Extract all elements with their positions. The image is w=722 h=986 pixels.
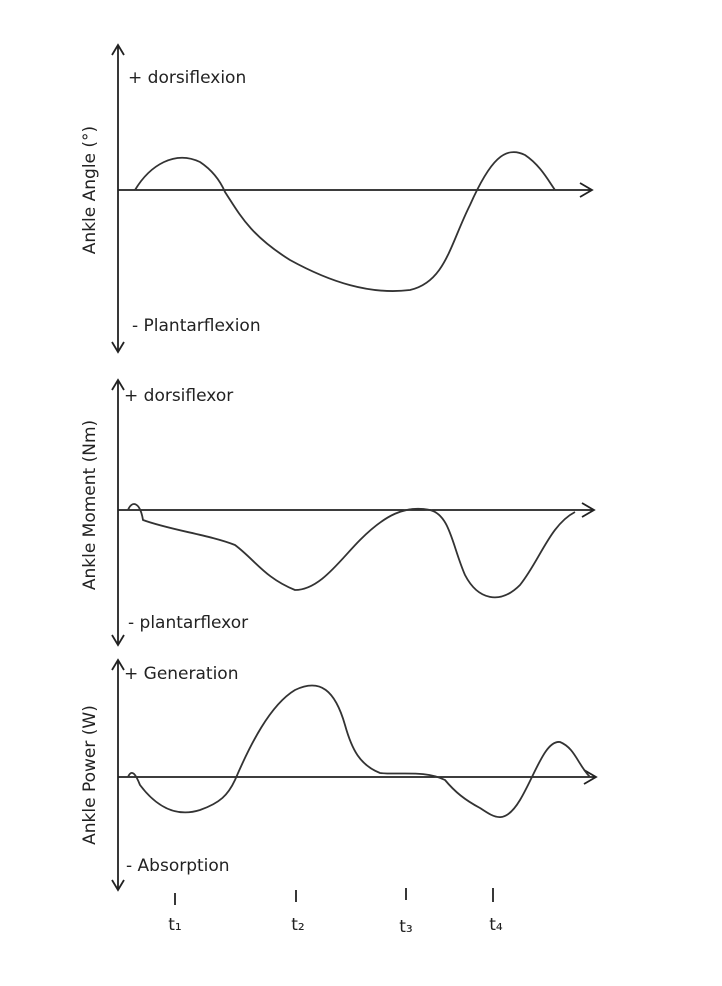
bottom-label: - Absorption [126, 856, 230, 876]
panel-moment: + dorsiflexor - plantarflexor Ankle Mome… [80, 378, 596, 647]
power-curve [127, 684, 591, 819]
bottom-label: - plantarflexor [128, 613, 248, 633]
axes [111, 378, 596, 647]
time-label: t₃ [399, 917, 412, 937]
top-label: + dorsiflexor [124, 386, 233, 406]
time-label: t₂ [291, 915, 304, 935]
time-label: t₄ [489, 915, 503, 935]
angle-curve [134, 151, 556, 292]
moment-curve [127, 503, 576, 599]
panel-power: + Generation - Absorption Ankle Power (W… [80, 658, 598, 892]
y-label: Ankle Power (W) [80, 705, 100, 845]
y-label: Ankle Angle (°) [80, 126, 100, 254]
top-label: + Generation [124, 664, 238, 684]
tick-marks [174, 888, 494, 905]
top-label: + dorsiflexion [128, 68, 246, 88]
bottom-label: - Plantarflexion [132, 316, 261, 336]
y-label: Ankle Moment (Nm) [80, 420, 100, 590]
time-label: t₁ [168, 915, 181, 935]
panel-angle: + dorsiflexion - Plantarflexion Ankle An… [80, 43, 594, 354]
axes [111, 658, 598, 892]
time-marks: t₁ t₂ t₃ t₄ [168, 888, 503, 937]
axes [111, 43, 594, 354]
